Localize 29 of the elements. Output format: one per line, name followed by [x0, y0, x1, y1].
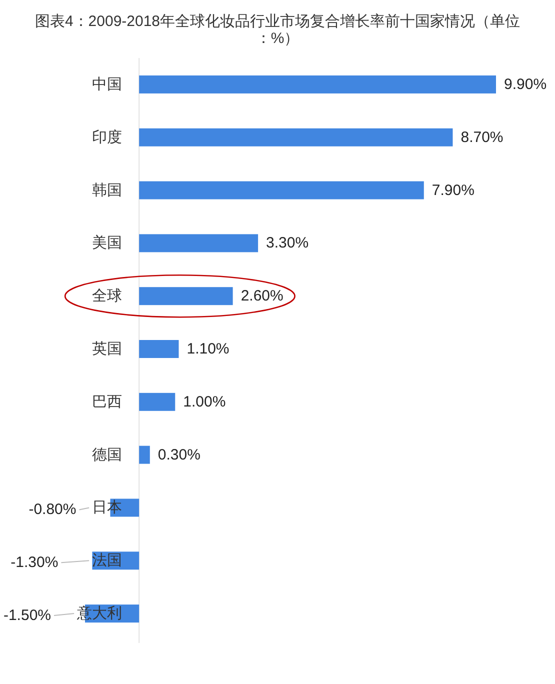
y-tick-label: 英国: [92, 340, 122, 358]
bar: [139, 392, 176, 411]
chart-title: 图表4：2009-2018年全球化妆品行业市场复合增长率前十国家情况（单位：%）: [34, 13, 520, 47]
data-label: 7.90%: [432, 182, 474, 199]
y-tick-label: 印度: [92, 128, 122, 146]
bar: [139, 181, 424, 200]
bar: [139, 287, 233, 306]
data-label: 3.30%: [266, 234, 309, 252]
bar: [139, 75, 496, 94]
y-tick-label: 中国: [92, 76, 122, 93]
data-label: 2.60%: [240, 288, 284, 305]
data-label: -1.50%: [3, 607, 51, 624]
bar: [139, 234, 258, 252]
y-tick-label: 德国: [92, 446, 122, 464]
bar: [139, 340, 179, 358]
data-label: 9.90%: [504, 76, 547, 93]
data-label: 1.00%: [183, 393, 226, 410]
data-label: 0.30%: [158, 446, 200, 464]
y-tick-label: 美国: [92, 234, 122, 252]
y-tick-label: 韩国: [92, 182, 122, 199]
data-label: 8.70%: [460, 128, 504, 146]
data-label: 1.10%: [186, 340, 230, 358]
data-label: -1.30%: [10, 554, 58, 572]
y-tick-label: 全球: [92, 288, 122, 305]
bar: [139, 446, 150, 464]
y-tick-label: 巴西: [92, 393, 122, 410]
bar: [139, 128, 453, 146]
y-tick-label: 法国: [92, 552, 122, 570]
data-label: -0.80%: [28, 501, 76, 518]
